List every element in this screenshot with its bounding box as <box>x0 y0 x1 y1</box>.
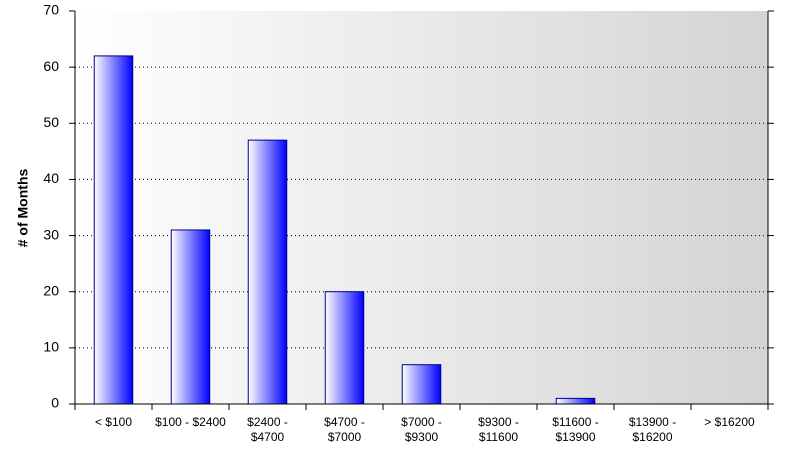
x-tick-label: $11600 - $13900 <box>552 415 599 444</box>
x-tick-label: $9300 - $11600 <box>478 415 519 444</box>
y-tick-label: 30 <box>43 226 59 242</box>
x-tick-label: $4700 - $7000 <box>324 415 365 444</box>
y-tick-label: 70 <box>43 2 59 18</box>
x-tick-label: < $100 <box>94 415 133 429</box>
bar <box>247 139 288 405</box>
x-tick-label: $7000 - $9300 <box>401 415 442 444</box>
bar <box>93 55 134 405</box>
y-tick-label: 50 <box>43 114 59 130</box>
y-tick-label: 40 <box>43 170 59 186</box>
bar <box>555 397 596 405</box>
x-tick-label: $2400 - $4700 <box>247 415 288 444</box>
x-tick-label: $13900 - $16200 <box>628 415 677 444</box>
bar <box>324 291 365 405</box>
x-tick-label: > $16200 <box>704 415 755 429</box>
y-tick-label: 0 <box>51 395 59 411</box>
y-axis-title: # of Months <box>15 169 31 248</box>
y-tick-label: 10 <box>43 339 59 355</box>
y-tick-label: 60 <box>43 58 59 74</box>
bar <box>170 229 211 405</box>
y-tick-label: 20 <box>43 282 59 298</box>
bar <box>401 364 442 405</box>
x-tick-label: $100 - $2400 <box>155 415 226 429</box>
